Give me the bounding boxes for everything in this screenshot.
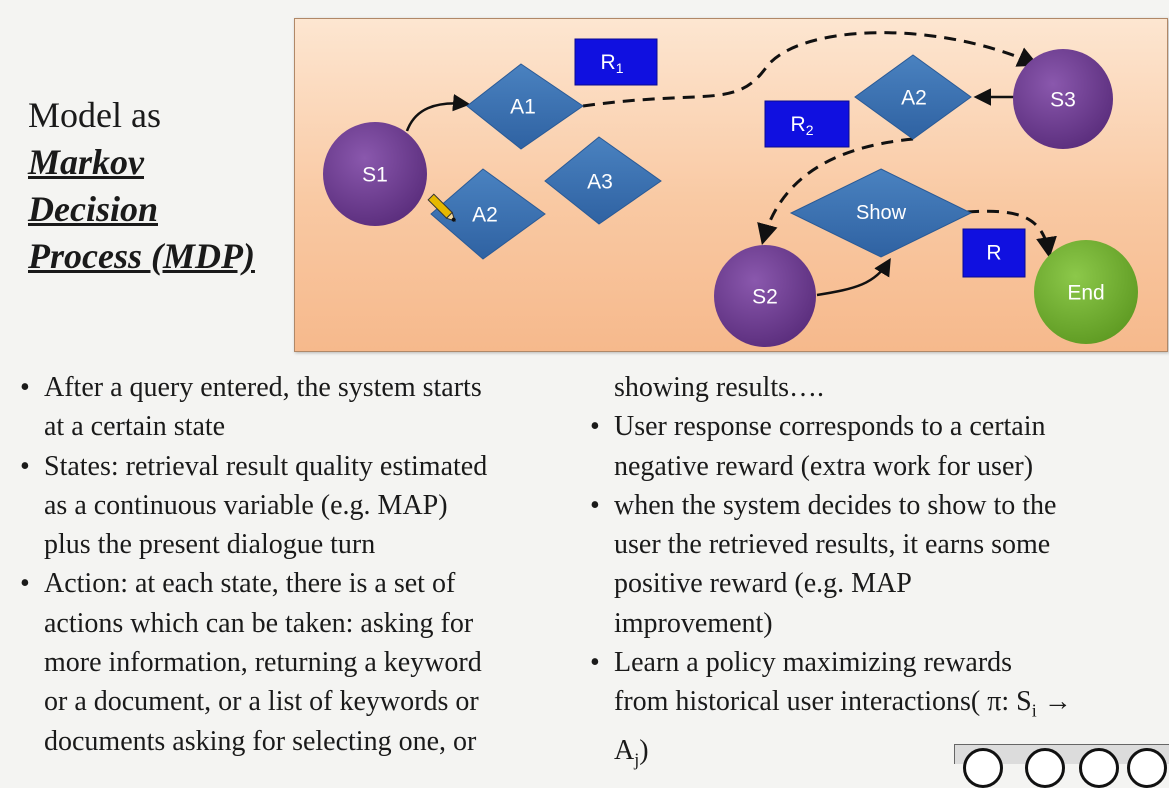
text-line: improvement) — [614, 607, 773, 639]
text-line: positive reward (e.g. MAP — [614, 568, 912, 600]
edge-a2-to-s2 — [757, 137, 914, 246]
state-end-label: End — [1067, 282, 1104, 305]
text-line: Action: at each state, there is a set of — [44, 568, 456, 600]
reward-r2-box: R2 — [764, 100, 850, 148]
state-s3-circle: S3 — [1013, 49, 1113, 149]
title-line-4: Process (MDP) — [28, 236, 255, 276]
bullet-action: • Action: at each state, there is a set … — [20, 564, 580, 760]
right-text-column: showing results…. • User response corres… — [590, 368, 1165, 780]
action-a2-left-label: A2 — [472, 204, 498, 227]
sa-icon — [1127, 748, 1167, 788]
action-show-label: Show — [856, 202, 907, 224]
action-a: A — [614, 735, 635, 767]
by-icon — [1025, 748, 1065, 788]
action-a3-diamond: A3 — [544, 136, 662, 225]
policy-text: from historical user interactions( π: S — [614, 686, 1032, 718]
action-sub-j: j — [634, 749, 640, 770]
action-a2-right-diamond: A2 — [854, 54, 972, 140]
text-line: user the retrieved results, it earns som… — [614, 529, 1051, 561]
bullet-dot: • — [20, 568, 30, 600]
text-line: at a certain state — [44, 411, 226, 443]
text-line: or a document, or a list of keywords or — [44, 686, 479, 718]
state-s1-label: S1 — [362, 164, 388, 187]
mdp-diagram: A1 A2 A3 A2 Show S1 S3 S2 — [323, 31, 1138, 347]
reward-r2-label: R2 — [791, 113, 814, 139]
action-show-diamond: Show — [789, 168, 973, 258]
reward-r-label: R — [986, 242, 1001, 265]
cc-icon — [963, 748, 1003, 788]
action-a2-left-diamond: A2 — [430, 168, 546, 260]
pen-cursor-icon — [427, 193, 456, 222]
edge-s1-to-a1 — [405, 93, 471, 132]
text-line: negative reward (extra work for user) — [614, 450, 1034, 482]
bullet-dot: • — [590, 411, 600, 443]
cc-license-badge — [954, 744, 1169, 788]
text-line-policy: from historical user interactions( π: Si… — [614, 682, 1165, 731]
text-line: After a query entered, the system starts — [44, 372, 482, 403]
text-line: more information, returning a keyword — [44, 647, 482, 679]
text-line: plus the present dialogue turn — [44, 529, 376, 561]
close-paren: ) — [639, 735, 649, 767]
bullet-user-response: • User response corresponds to a certain… — [590, 407, 1165, 486]
action-a2-right-label: A2 — [901, 87, 927, 110]
text-line: when the system decides to show to the — [614, 489, 1057, 521]
state-s1-circle: S1 — [323, 122, 427, 226]
mdp-diagram-panel: A1 A2 A3 A2 Show S1 S3 S2 — [294, 18, 1168, 352]
action-a1-label: A1 — [510, 96, 536, 119]
title-line-2: Markov — [28, 142, 144, 182]
reward-r2-sub: 2 — [806, 122, 814, 138]
state-end-circle: End — [1034, 240, 1138, 344]
title-line-3: Decision — [28, 189, 158, 229]
left-text-column: • After a query entered, the system star… — [20, 368, 580, 761]
text-line: as a continuous variable (e.g. MAP) — [44, 489, 448, 521]
state-s3-label: S3 — [1050, 89, 1076, 112]
bullet-dot: • — [590, 647, 600, 679]
slide-title: Model as Markov Decision Process (MDP) — [28, 92, 288, 280]
reward-r1-sub: 1 — [616, 60, 624, 76]
text-line: Learn a policy maximizing rewards — [614, 647, 1013, 679]
reward-r-box: R — [962, 228, 1026, 278]
state-s2-label: S2 — [752, 286, 778, 309]
policy-arrow: → — [1036, 686, 1072, 718]
text-line: States: retrieval result quality estimat… — [44, 450, 488, 482]
title-line-1: Model as — [28, 95, 161, 135]
action-a3-label: A3 — [587, 171, 613, 194]
bullet-show-results: • when the system decides to show to the… — [590, 486, 1165, 643]
policy-sub-i: i — [1031, 700, 1037, 721]
bullet-dot: • — [20, 372, 30, 403]
reward-r1-base: R — [601, 51, 616, 74]
bullet-dot: • — [20, 450, 30, 482]
reward-r1-label: R1 — [601, 51, 624, 77]
text-line-action: Aj) — [614, 731, 1165, 780]
state-s2-circle: S2 — [714, 245, 816, 347]
edge-s2-to-show — [816, 258, 891, 297]
text-line: actions which can be taken: asking for — [44, 607, 474, 639]
reward-r1-box: R1 — [574, 38, 658, 86]
continued-line: showing results…. — [614, 372, 824, 403]
reward-r2-base: R — [791, 113, 806, 136]
nc-icon — [1079, 748, 1119, 788]
bullet-states: • States: retrieval result quality estim… — [20, 447, 580, 565]
text-line: User response corresponds to a certain — [614, 411, 1046, 443]
bullet-learn-policy: • Learn a policy maximizing rewards from… — [590, 643, 1165, 780]
bullet-query: • After a query entered, the system star… — [20, 368, 580, 447]
action-a1-diamond: A1 — [466, 63, 584, 150]
text-line: documents asking for selecting one, or — [44, 725, 477, 757]
bullet-dot: • — [590, 489, 600, 521]
